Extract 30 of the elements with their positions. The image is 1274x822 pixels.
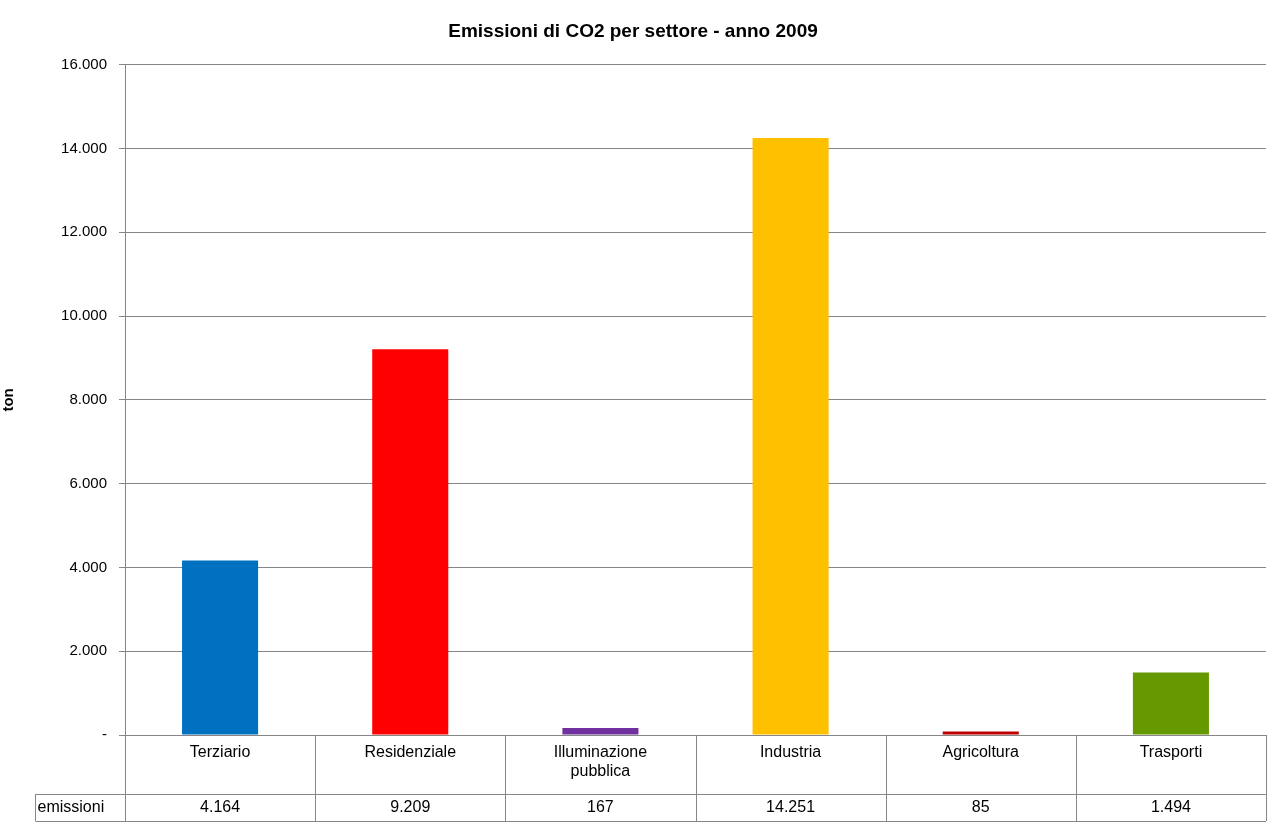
x-tick-label: Agricoltura <box>942 743 1020 761</box>
bar <box>1132 672 1209 735</box>
y-tick-label: 16.000 <box>61 54 107 72</box>
y-tick-label: 10.000 <box>61 306 107 324</box>
data-label: 9.209 <box>390 797 431 815</box>
data-label: 4.164 <box>200 797 241 815</box>
text: emissioni <box>37 797 105 815</box>
bar <box>182 560 259 735</box>
y-tick-label: 12.000 <box>61 222 107 240</box>
y-axis-title: ton <box>0 388 17 412</box>
y-tick-label: 2.000 <box>69 641 107 659</box>
y-tick-label: 14.000 <box>61 138 107 156</box>
x-tick-label: Terziario <box>189 743 251 761</box>
bar <box>942 731 1019 735</box>
chart-title: Emissioni di CO2 per settore - anno 2009 <box>448 19 818 41</box>
bar <box>562 728 639 735</box>
y-tick-label: 4.000 <box>69 557 107 575</box>
bar <box>752 138 829 735</box>
data-label: 167 <box>587 797 614 815</box>
data-label: 85 <box>971 797 990 815</box>
x-tick-label: Industria <box>759 743 822 761</box>
data-label: 1.494 <box>1150 797 1192 815</box>
y-tick-label: - <box>102 725 107 743</box>
y-tick-label: 6.000 <box>69 473 107 491</box>
data-label: 14.251 <box>766 797 816 815</box>
x-tick-label: Illuminazione pubblica <box>553 743 648 780</box>
y-tick-label: 8.000 <box>69 390 107 408</box>
x-tick-label: Trasporti <box>1139 743 1203 761</box>
bar <box>372 349 449 735</box>
x-tick-label: Residenziale <box>364 743 457 761</box>
